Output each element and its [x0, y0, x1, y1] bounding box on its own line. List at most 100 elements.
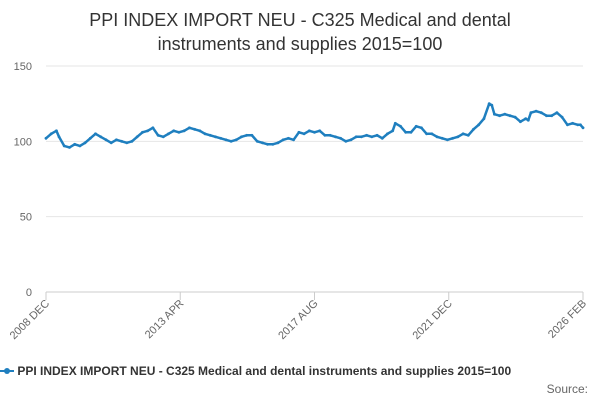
data-point[interactable] [555, 111, 559, 115]
data-point[interactable] [380, 136, 384, 140]
data-point[interactable] [349, 138, 353, 142]
data-point[interactable] [545, 114, 548, 118]
data-point[interactable] [435, 135, 439, 139]
data-point[interactable] [292, 138, 295, 142]
data-point[interactable] [261, 141, 264, 145]
data-point[interactable] [78, 144, 82, 148]
data-point[interactable] [99, 135, 103, 139]
data-point[interactable] [255, 139, 259, 143]
data-point[interactable] [482, 117, 486, 121]
data-point[interactable] [234, 138, 238, 142]
data-point[interactable] [182, 129, 186, 133]
data-point[interactable] [451, 136, 455, 140]
data-point[interactable] [141, 130, 144, 134]
data-point[interactable] [245, 133, 249, 137]
data-point[interactable] [55, 129, 58, 133]
data-point[interactable] [73, 142, 77, 146]
data-point[interactable] [83, 141, 87, 145]
data-point[interactable] [425, 132, 428, 136]
data-point[interactable] [581, 126, 585, 130]
data-point[interactable] [271, 142, 275, 146]
data-point[interactable] [386, 132, 389, 136]
data-point[interactable] [307, 129, 311, 133]
data-point[interactable] [539, 111, 543, 115]
data-point[interactable] [508, 114, 512, 118]
data-point[interactable] [208, 133, 212, 137]
data-point[interactable] [203, 132, 207, 136]
data-point[interactable] [172, 129, 176, 133]
data-point[interactable] [576, 123, 580, 127]
data-point[interactable] [391, 129, 395, 133]
data-point[interactable] [446, 138, 449, 142]
data-point[interactable] [224, 138, 228, 142]
data-point[interactable] [49, 132, 53, 136]
data-point[interactable] [571, 121, 574, 125]
data-point[interactable] [104, 138, 108, 142]
data-point[interactable] [94, 132, 97, 136]
data-point[interactable] [399, 124, 402, 128]
data-point[interactable] [477, 123, 481, 127]
data-point[interactable] [188, 126, 191, 130]
data-point[interactable] [328, 133, 332, 137]
data-point[interactable] [130, 139, 134, 143]
data-point[interactable] [375, 133, 379, 137]
data-point[interactable] [125, 141, 129, 145]
data-point[interactable] [493, 112, 496, 116]
data-point[interactable] [266, 142, 269, 146]
data-point[interactable] [62, 144, 66, 148]
data-point[interactable] [420, 126, 423, 130]
data-point[interactable] [360, 135, 363, 139]
data-point[interactable] [414, 124, 418, 128]
data-point[interactable] [219, 136, 223, 140]
data-point[interactable] [57, 135, 61, 139]
data-point[interactable] [498, 114, 501, 118]
data-point[interactable] [161, 135, 165, 139]
data-point[interactable] [456, 135, 460, 139]
data-point[interactable] [513, 115, 517, 119]
data-point[interactable] [287, 136, 290, 140]
data-point[interactable] [487, 102, 491, 106]
data-point[interactable] [466, 133, 470, 137]
data-point[interactable] [461, 132, 465, 136]
data-point[interactable] [151, 126, 155, 130]
data-point[interactable] [566, 123, 569, 127]
data-point[interactable] [579, 123, 582, 127]
data-point[interactable] [240, 135, 243, 139]
data-point[interactable] [229, 139, 233, 143]
data-point[interactable] [354, 135, 358, 139]
data-point[interactable] [198, 129, 202, 133]
data-point[interactable] [550, 114, 554, 118]
data-point[interactable] [214, 135, 217, 139]
data-point[interactable] [156, 133, 160, 137]
data-point[interactable] [323, 133, 327, 137]
data-point[interactable] [88, 136, 92, 140]
data-point[interactable] [393, 121, 397, 125]
data-point[interactable] [472, 127, 475, 131]
data-point[interactable] [135, 135, 139, 139]
data-point[interactable] [177, 130, 181, 134]
data-point[interactable] [526, 118, 530, 122]
data-point[interactable] [281, 138, 285, 142]
data-point[interactable] [409, 130, 413, 134]
data-point[interactable] [167, 132, 170, 136]
data-point[interactable] [120, 139, 123, 143]
data-point[interactable] [313, 130, 316, 134]
data-point[interactable] [519, 120, 522, 124]
data-point[interactable] [297, 130, 301, 134]
legend[interactable]: PPI INDEX IMPORT NEU - C325 Medical and … [0, 363, 600, 383]
data-point[interactable] [109, 141, 113, 145]
data-point[interactable] [370, 135, 374, 139]
data-point[interactable] [68, 146, 71, 149]
data-point[interactable] [404, 130, 408, 134]
data-point[interactable] [560, 115, 564, 119]
data-point[interactable] [534, 109, 538, 113]
data-point[interactable] [334, 135, 337, 139]
data-point[interactable] [302, 132, 306, 136]
data-point[interactable] [344, 139, 348, 143]
data-point[interactable] [365, 133, 368, 137]
data-point[interactable] [490, 103, 494, 107]
data-point[interactable] [44, 136, 48, 140]
data-point[interactable] [440, 136, 444, 140]
data-point[interactable] [524, 117, 528, 121]
data-point[interactable] [146, 129, 150, 133]
